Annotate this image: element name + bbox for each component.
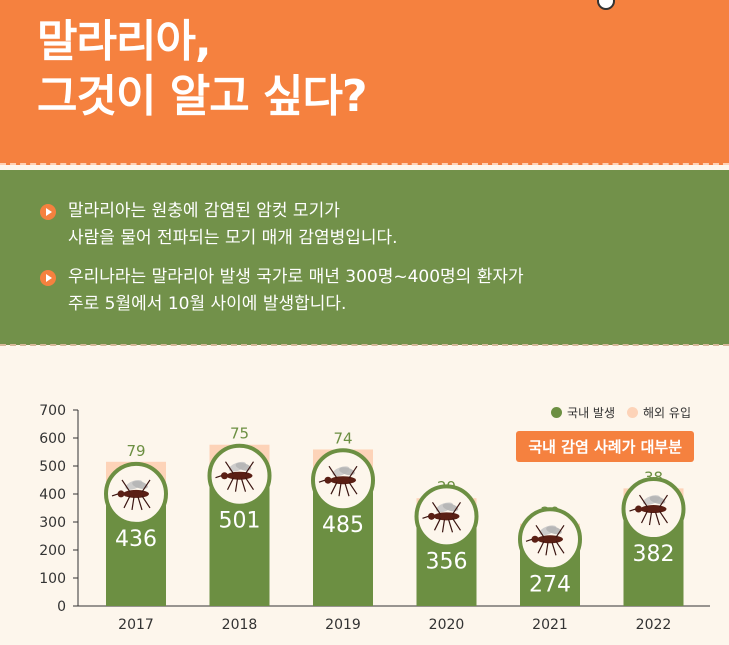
header-banner: 말라리아, 그것이 알고 싶다? bbox=[0, 0, 729, 165]
data-label-imported: 79 bbox=[126, 442, 145, 460]
y-tick-label: 300 bbox=[39, 515, 66, 531]
mosquito-icon-glyph bbox=[111, 479, 151, 511]
mosquito-icon-glyph bbox=[318, 465, 358, 497]
mosquito-icon-glyph bbox=[422, 501, 461, 533]
bullet-1-line-2: 사람을 물어 전파되는 모기 매개 감염병입니다. bbox=[68, 228, 398, 248]
legend-item-domestic: 국내 발생 bbox=[551, 404, 615, 421]
data-label-domestic: 501 bbox=[219, 509, 261, 534]
chart-legend: 국내 발생 해외 유입 bbox=[551, 404, 691, 421]
domestic-majority-badge: 국내 감염 사례가 대부분 bbox=[516, 431, 694, 462]
mosquito-icon-glyph bbox=[215, 461, 254, 492]
play-bullet-icon bbox=[40, 204, 56, 220]
x-tick-label: 2019 bbox=[325, 617, 361, 633]
divider bbox=[0, 163, 729, 165]
x-tick-label: 2022 bbox=[636, 617, 672, 633]
legend-swatch-imported bbox=[627, 407, 639, 418]
decorative-dot bbox=[597, 0, 615, 10]
data-label-imported: 75 bbox=[230, 425, 249, 443]
y-tick-label: 700 bbox=[39, 403, 66, 419]
mosquito-icon-glyph bbox=[629, 494, 668, 526]
data-label-domestic: 436 bbox=[115, 527, 157, 552]
info-bullet-1: 말라리아는 원충에 감염된 암컷 모기가 사람을 물어 전파되는 모기 매개 감… bbox=[40, 198, 398, 252]
play-bullet-icon bbox=[40, 270, 56, 286]
y-tick-label: 200 bbox=[39, 543, 66, 559]
mosquito-icon-glyph bbox=[525, 524, 565, 556]
page-title: 말라리아, 그것이 알고 싶다? bbox=[37, 14, 368, 124]
info-panel bbox=[0, 170, 729, 345]
data-label-domestic: 485 bbox=[322, 513, 364, 538]
data-label-domestic: 382 bbox=[633, 542, 675, 567]
legend-swatch-domestic bbox=[551, 407, 563, 418]
legend-item-imported: 해외 유입 bbox=[627, 404, 691, 421]
legend-label-imported: 해외 유입 bbox=[643, 406, 691, 420]
info-bullet-2: 우리나라는 말라리아 발생 국가로 매년 300명~400명의 환자가 주로 5… bbox=[40, 264, 524, 318]
x-tick-label: 2018 bbox=[222, 617, 258, 633]
bullet-2-line-1: 우리나라는 말라리아 발생 국가로 매년 300명~400명의 환자가 bbox=[68, 267, 524, 287]
title-line-2: 그것이 알고 싶다? bbox=[37, 71, 368, 122]
bullet-1-line-1: 말라리아는 원충에 감염된 암컷 모기가 bbox=[68, 201, 340, 221]
y-tick-label: 600 bbox=[39, 431, 66, 447]
divider bbox=[0, 344, 729, 346]
bar-chart: 0 100 200 300 400 500 600 700 79 436 2017 75 501 2018… bbox=[39, 403, 710, 633]
data-label-domestic: 356 bbox=[426, 549, 468, 574]
legend-label-domestic: 국내 발생 bbox=[567, 406, 616, 420]
data-label-domestic: 274 bbox=[529, 572, 571, 597]
y-tick-label: 100 bbox=[39, 571, 66, 587]
title-line-1: 말라리아, bbox=[37, 16, 212, 67]
x-tick-label: 2017 bbox=[118, 617, 154, 633]
x-tick-label: 2021 bbox=[532, 617, 568, 633]
y-tick-label: 500 bbox=[39, 459, 66, 475]
y-tick-label: 0 bbox=[57, 599, 66, 615]
bullet-2-line-2: 주로 5월에서 10월 사이에 발생합니다. bbox=[68, 294, 347, 314]
data-label-imported: 74 bbox=[333, 429, 352, 447]
y-tick-label: 400 bbox=[39, 487, 66, 503]
x-tick-label: 2020 bbox=[429, 617, 465, 633]
